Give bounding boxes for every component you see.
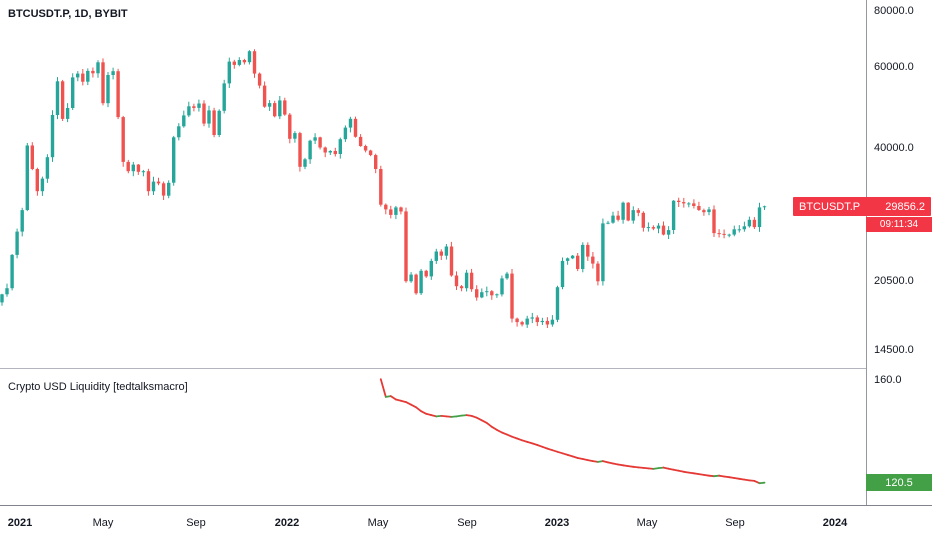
time-axis-label: Sep	[186, 517, 206, 529]
price-axis-tick: 14500.0	[874, 344, 914, 356]
pane-separator[interactable]	[0, 368, 932, 369]
time-axis-label: 2022	[274, 517, 300, 529]
price-axis-tick: 40000.0	[874, 142, 914, 154]
price-axis[interactable]: 80000.0 60000.0 40000.0 20500.0 14500.0 160.0	[866, 0, 932, 505]
indicator-axis-tick: 160.0	[874, 374, 902, 386]
time-axis-label: 2021	[7, 517, 33, 529]
last-price-badge: BTCUSDT.P 29856.2	[793, 197, 931, 216]
symbol-legend[interactable]: BTCUSDT.P, 1D, BYBIT	[8, 8, 128, 20]
price-axis-tick: 60000.0	[874, 61, 914, 73]
indicator-value-badge: 120.5	[866, 474, 932, 491]
time-axis-label: Sep	[725, 517, 745, 529]
candle-countdown-badge: 09:11:34	[866, 217, 932, 232]
time-axis-label: May	[92, 517, 114, 529]
time-axis-label: May	[367, 517, 389, 529]
price-axis-tick: 20500.0	[874, 275, 914, 287]
time-axis[interactable]: 2021 May Sep 2022 May Sep 2023 May Sep 2024	[0, 505, 932, 550]
time-axis-label: May	[636, 517, 658, 529]
last-price-value: 29856.2	[885, 200, 925, 213]
time-axis-label: 2024	[822, 517, 848, 529]
time-axis-label: Sep	[457, 517, 477, 529]
indicator-legend[interactable]: Crypto USD Liquidity [tedtalksmacro]	[8, 381, 188, 393]
price-axis-tick: 80000.0	[874, 5, 914, 17]
chart-canvas[interactable]	[0, 0, 866, 505]
last-price-symbol: BTCUSDT.P	[799, 200, 861, 213]
time-axis-label: 2023	[544, 517, 570, 529]
